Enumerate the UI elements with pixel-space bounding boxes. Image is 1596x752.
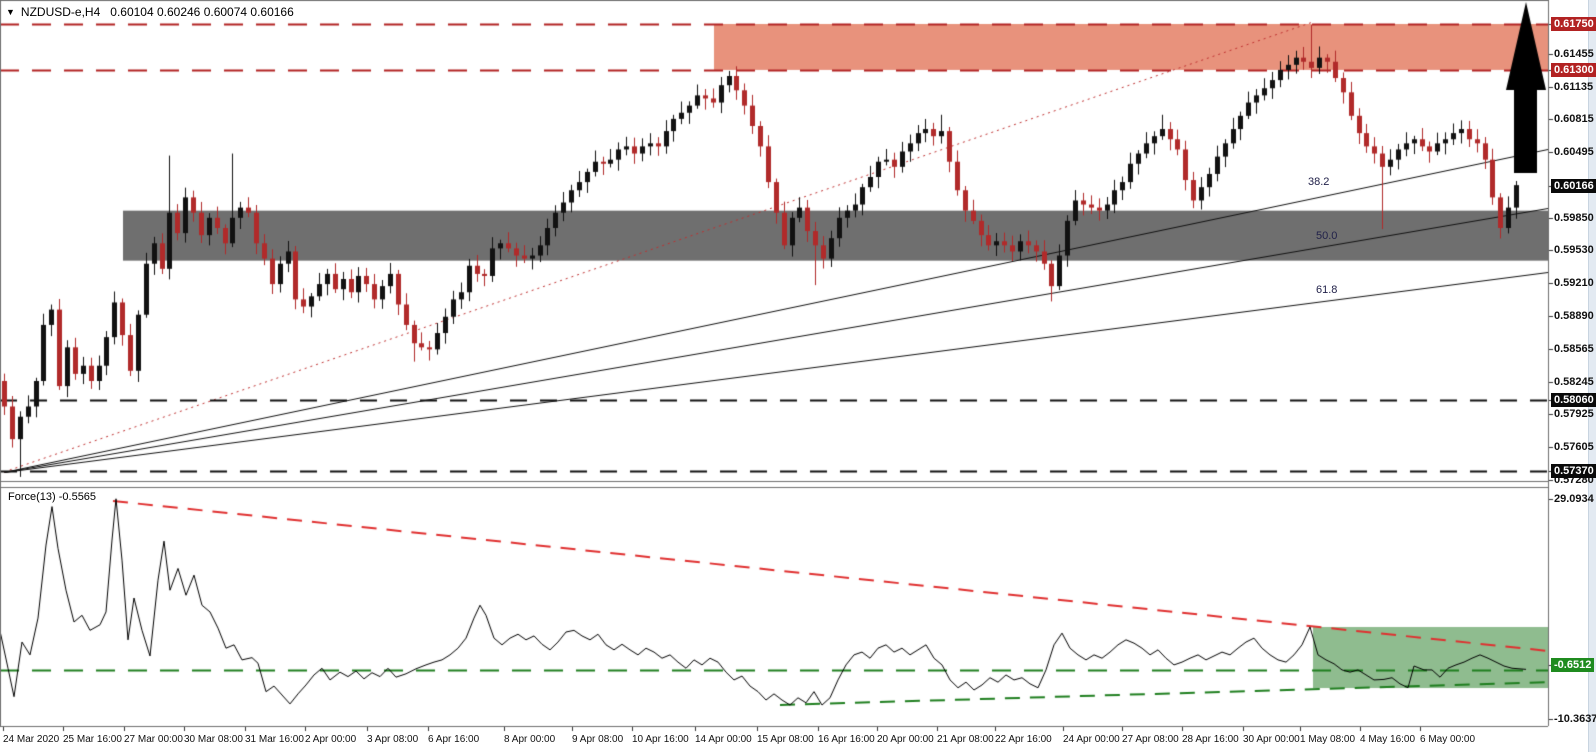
time-axis-label: 6 Apr 16:00: [428, 734, 480, 745]
time-axis-label: 20 Apr 00:00: [877, 734, 934, 745]
price-axis-label: 0.60815: [1554, 113, 1594, 125]
price-axis-label: 0.59850: [1554, 212, 1594, 224]
time-axis-label: 28 Apr 16:00: [1182, 734, 1239, 745]
time-axis-label: 15 Apr 08:00: [757, 734, 814, 745]
time-axis-label: 22 Apr 16:00: [995, 734, 1052, 745]
time-axis-label: 1 May 08:00: [1300, 734, 1356, 745]
time-axis-label: 3 Apr 08:00: [367, 734, 419, 745]
price-axis-label: 0.61455: [1554, 48, 1594, 60]
fib-fan-label-50.0: 50.0: [1316, 230, 1338, 242]
price-axis-label: 0.59210: [1554, 277, 1594, 289]
price-axis-label: 0.58245: [1554, 376, 1594, 388]
time-axis-label: 27 Apr 08:00: [1122, 734, 1179, 745]
time-axis-label: 14 Apr 00:00: [695, 734, 752, 745]
price-axis-label: 0.60495: [1554, 146, 1594, 158]
time-axis-label: 6 May 00:00: [1420, 734, 1476, 745]
price-axis-label: 0.61135: [1554, 81, 1594, 93]
ohlc-values: 0.60104 0.60246 0.60074 0.60166: [110, 5, 294, 19]
price-tag-0.57370: 0.57370: [1551, 464, 1596, 478]
price-tag-0.61750: 0.61750: [1551, 17, 1596, 31]
price-tag-0.60166: 0.60166: [1551, 179, 1596, 193]
right-edge-strip: [1588, 0, 1596, 752]
fib-fan-label-61.8: 61.8: [1316, 284, 1338, 296]
price-axis-label: 0.57925: [1554, 408, 1594, 420]
price-tag-0.58060: 0.58060: [1551, 393, 1596, 407]
time-axis-label: 30 Apr 00:00: [1243, 734, 1300, 745]
time-axis-label: 24 Mar 2020: [3, 734, 60, 745]
price-axis-label: 0.57605: [1554, 441, 1594, 453]
indicator-axis-label: -10.3637: [1554, 713, 1596, 725]
time-axis-label: 10 Apr 16:00: [632, 734, 689, 745]
chart-title-bar: ▼ NZDUSD-e,H4 0.60104 0.60246 0.60074 0.60…: [6, 5, 294, 19]
time-axis-label: 4 May 16:00: [1360, 734, 1416, 745]
time-axis-label: 8 Apr 00:00: [504, 734, 556, 745]
price-axis-label: 0.58890: [1554, 310, 1594, 322]
time-axis-label: 25 Mar 16:00: [63, 734, 122, 745]
time-axis-label: 21 Apr 08:00: [937, 734, 994, 745]
time-axis-label: 31 Mar 16:00: [245, 734, 304, 745]
indicator-axis-label: 29.0934: [1554, 493, 1594, 505]
time-axis-label: 27 Mar 00:00: [124, 734, 183, 745]
time-axis-label: 9 Apr 08:00: [572, 734, 624, 745]
symbol-title: NZDUSD-e,H4: [20, 5, 101, 19]
time-axis-label: 2 Apr 00:00: [305, 734, 357, 745]
time-axis-label: 16 Apr 16:00: [818, 734, 875, 745]
indicator-label: Force(13) -0.5565: [8, 491, 97, 503]
fib-fan-label-38.2: 38.2: [1308, 176, 1330, 188]
indicator-value-tag: -0.6512: [1551, 658, 1595, 672]
price-axis-label: 0.59530: [1554, 244, 1594, 256]
symbol-dropdown-icon[interactable]: ▼: [6, 7, 15, 17]
price-tag-0.61300: 0.61300: [1551, 63, 1596, 77]
price-axis-label: 0.58565: [1554, 343, 1594, 355]
time-axis-label: 30 Mar 08:00: [184, 734, 243, 745]
time-axis-label: 24 Apr 00:00: [1063, 734, 1120, 745]
